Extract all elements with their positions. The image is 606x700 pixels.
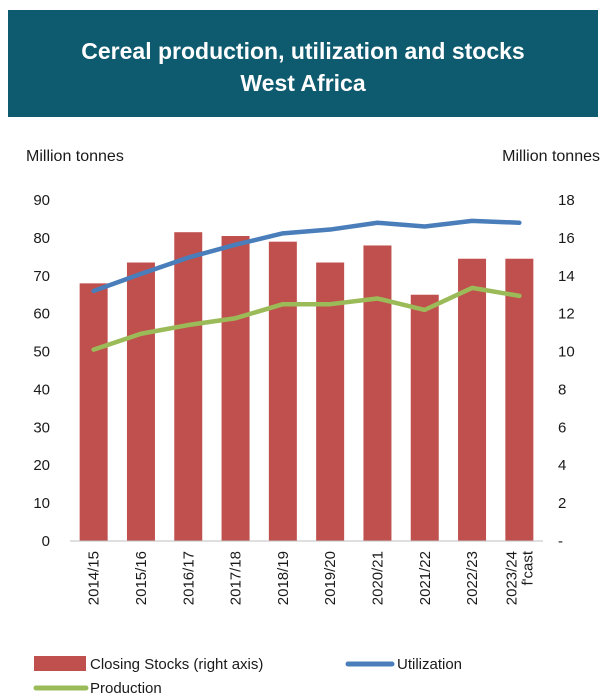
left-axis-tick-label: 30 [33,419,50,436]
legend-label-production: Production [90,680,162,697]
x-axis-tick-label: 2020/21 [369,551,386,605]
closing-stocks-bar [174,232,203,541]
right-axis-tick-label: 12 [558,306,575,323]
closing-stocks-bar [126,262,155,541]
utilizationline [91,218,522,294]
right-axis-tick-label: 14 [558,268,575,285]
x-axis-tick-label: 2019/20 [322,551,339,605]
right-axis-tick-label: 4 [558,457,566,474]
left-axis-tick-label: 0 [42,533,50,550]
right-axis-tick-label: 16 [558,230,575,247]
right-axis-tick-label: 18 [558,192,575,209]
closing-stocks-bar [505,258,534,541]
closing-stocks-bar [268,241,297,541]
x-axis-tick-label: 2014/15 [86,551,103,605]
left-axis-tick-label: 10 [33,495,50,512]
closing-stocks-bar [410,294,439,541]
legend-swatch-closing-stocks [34,656,86,671]
right-axis-tick-label: 8 [558,381,566,398]
left-axis-tick-label: 70 [33,268,50,285]
left-axis-tick-label: 60 [33,306,50,323]
closing-stocks-bar [79,283,108,541]
right-axis-tick-label: 2 [558,495,566,512]
x-axis-tick-label: 2021/22 [417,551,434,605]
x-axis-tick-label: 2022/23 [464,551,481,605]
left-axis-unit-label: Million tonnes [26,148,124,165]
right-axis-tick-label: 10 [558,344,575,361]
left-axis-tick-label: 80 [33,230,50,247]
closing-stocks-bar [316,262,345,541]
x-axis-tick-label: 2018/19 [275,551,292,605]
left-axis-tick-label: 50 [33,344,50,361]
closing-stocks-bar [458,258,487,541]
title-banner: Cereal production, utilization and stock… [8,10,598,117]
chart-title-line1: Cereal production, utilization and stock… [81,38,525,64]
closing-stocks-bar [221,235,250,541]
x-axis-tick-label: f'cast [519,550,536,585]
chart-title-line2: West Africa [240,70,366,96]
right-axis-tick-label: - [558,533,563,550]
x-axis-tick-label: 2023/24 [503,551,520,605]
left-axis-tick-label: 40 [33,381,50,398]
right-axis-unit-label: Million tonnes [502,148,600,165]
x-axis-tick-label: 2016/17 [180,551,197,605]
left-axis-tick-label: 90 [33,192,50,209]
right-axis-tick-label: 6 [558,419,566,436]
productionline [91,285,522,352]
left-axis-tick-label: 20 [33,457,50,474]
legend-label-utilization: Utilization [397,656,462,673]
legend-label-closing-stocks: Closing Stocks (right axis) [90,656,263,673]
x-axis-tick-label: 2015/16 [133,551,150,605]
closing-stocks-bar [363,245,392,541]
x-axis-tick-label: 2017/18 [228,551,245,605]
